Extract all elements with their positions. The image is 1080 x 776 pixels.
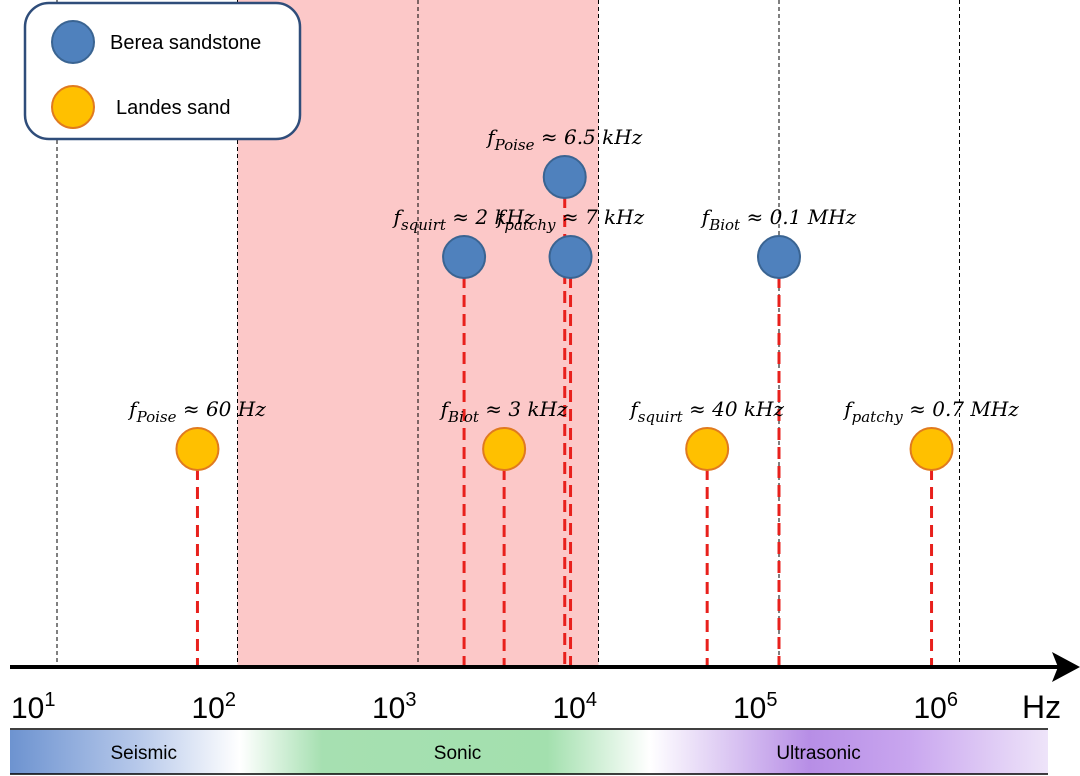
frequency-points <box>175 155 954 471</box>
axis-unit-label: Hz <box>1022 689 1061 725</box>
data-point <box>909 427 954 471</box>
frequency-label: fsquirt ≈ 40 kHz <box>628 397 784 426</box>
band-label: Seismic <box>110 743 177 764</box>
tick-label: 102 <box>192 689 237 725</box>
frequency-label: fPoise ≈ 6.5 kHz <box>485 125 642 154</box>
legend-label-berea: Berea sandstone <box>110 32 261 54</box>
data-point <box>685 427 730 471</box>
frequency-label: fBiot ≈ 3 kHz <box>439 397 568 426</box>
frequency-label: fsquirt ≈ 2 kHz <box>392 205 535 234</box>
frequency-label: fpatchy ≈ 0.7 MHz <box>842 397 1019 426</box>
tick-label: 104 <box>553 689 598 725</box>
decade-gridlines <box>56 0 960 667</box>
band-label: Sonic <box>434 743 482 764</box>
data-point <box>757 235 801 279</box>
frequency-label: fBiot ≈ 0.1 MHz <box>700 205 857 234</box>
axis-arrowhead <box>1052 652 1080 682</box>
data-point <box>548 235 593 279</box>
band-label: Ultrasonic <box>776 743 860 764</box>
tick-label: 103 <box>372 689 417 725</box>
data-point <box>542 155 587 199</box>
frequency-bands <box>10 730 1048 774</box>
data-point <box>175 427 220 471</box>
frequency-label: fpatchy ≈ 7 kHz <box>495 205 645 234</box>
data-point <box>442 235 487 279</box>
legend: Berea sandstone Landes sand <box>23 1 302 141</box>
legend-marker-landes <box>51 85 95 129</box>
frequency-label: fPoise ≈ 60 Hz <box>127 397 266 426</box>
frequency-labels: fsquirt ≈ 2 kHz fPoise ≈ 6.5 kHz fpatchy ≈… <box>127 125 1019 426</box>
legend-label-landes: Landes sand <box>116 97 231 119</box>
axis-tick-labels: 101 102 103 104 105 106 <box>11 689 958 725</box>
legend-marker-berea <box>51 20 95 64</box>
data-point <box>482 427 527 471</box>
tick-label: 105 <box>733 689 778 725</box>
tick-label: 106 <box>914 689 959 725</box>
tick-label: 101 <box>11 689 56 725</box>
